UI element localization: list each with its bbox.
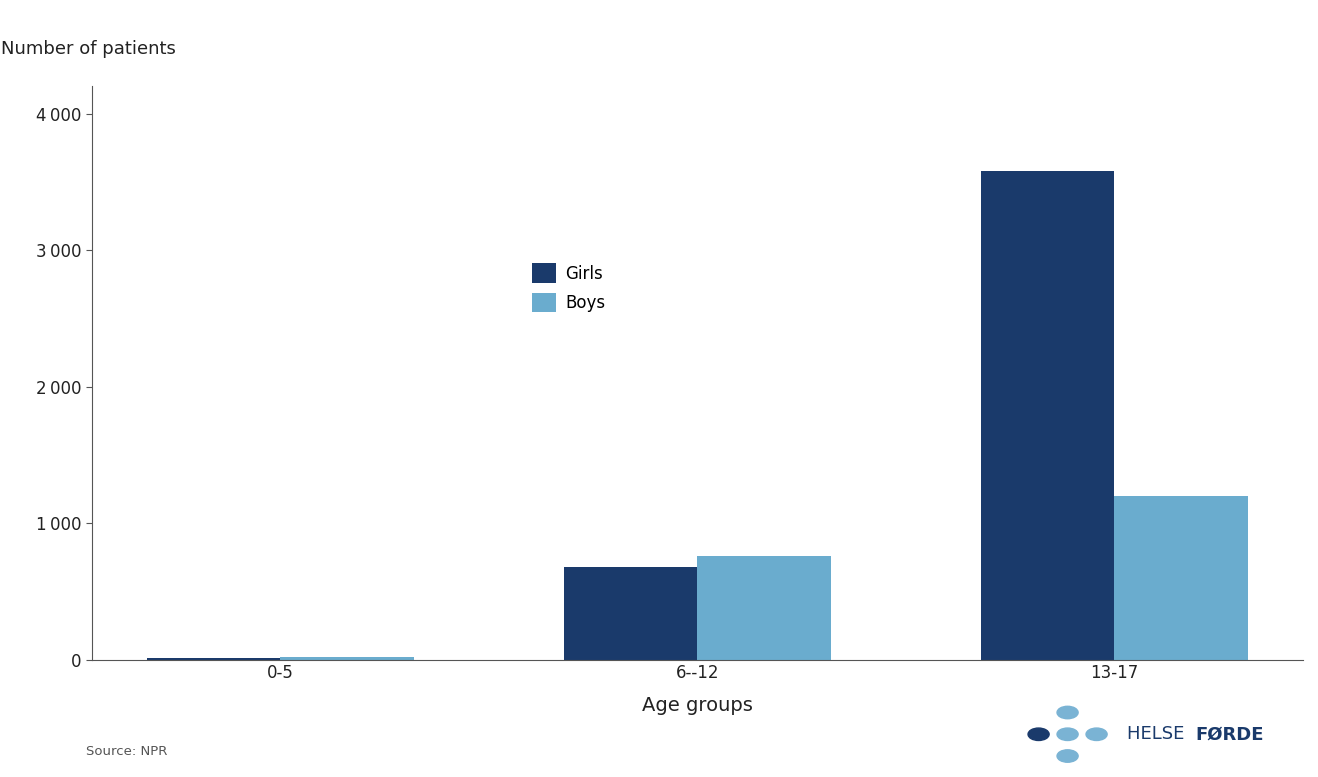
Bar bbox=[564, 566, 697, 660]
Legend: Girls, Boys: Girls, Boys bbox=[525, 255, 614, 320]
Bar bbox=[281, 657, 414, 660]
Bar bbox=[981, 171, 1115, 660]
Text: Source: NPR: Source: NPR bbox=[86, 744, 167, 758]
Bar bbox=[697, 556, 830, 660]
X-axis label: Age groups: Age groups bbox=[642, 696, 753, 716]
Text: HELSE: HELSE bbox=[1127, 725, 1190, 744]
Text: Number of patients: Number of patients bbox=[1, 40, 175, 57]
Text: FØRDE: FØRDE bbox=[1195, 725, 1264, 744]
Bar bbox=[1115, 496, 1248, 660]
Bar bbox=[146, 658, 281, 660]
